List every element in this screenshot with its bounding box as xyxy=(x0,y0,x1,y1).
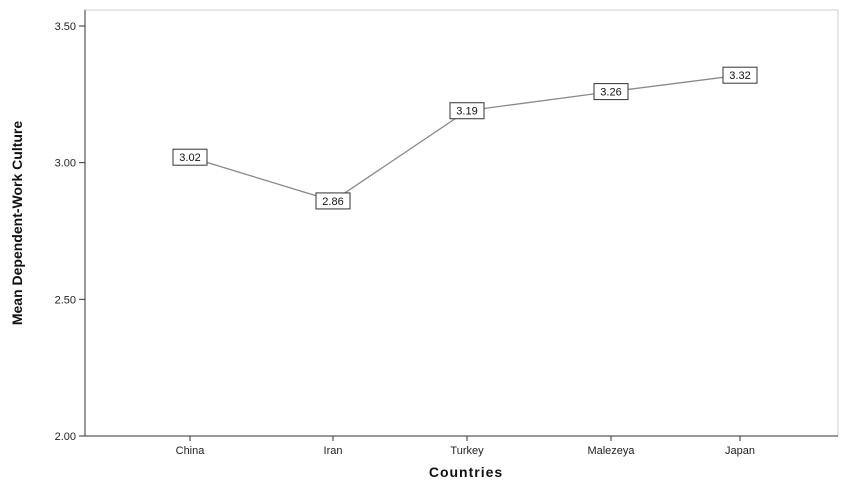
data-label-box xyxy=(722,66,758,84)
y-axis-title: Mean Dependent-Work Culture xyxy=(9,121,25,326)
x-axis-title: Countries xyxy=(429,464,503,480)
y-tick-label: 2.00 xyxy=(55,431,76,443)
data-label-box xyxy=(449,102,485,120)
x-tick-label: Turkey xyxy=(450,445,484,457)
y-ticks: 2.00 2.50 3.00 3.50 xyxy=(55,21,85,443)
x-tick-label: Japan xyxy=(725,445,755,457)
x-tick-label: Iran xyxy=(324,445,343,457)
data-labels: 3.02 2.86 3.19 3.26 3.32 xyxy=(172,66,758,210)
x-tick-label: Malezeya xyxy=(587,445,635,457)
data-label-box xyxy=(172,148,208,166)
x-tick-label: China xyxy=(176,445,206,457)
data-label-box xyxy=(593,83,629,101)
y-tick-label: 3.00 xyxy=(55,158,76,170)
data-label-box xyxy=(315,192,351,210)
x-ticks: China Iran Turkey Malezeya Japan xyxy=(176,436,755,457)
data-label: 2.86 xyxy=(322,196,343,208)
data-label: 3.02 xyxy=(179,152,200,164)
data-label: 3.32 xyxy=(729,70,750,82)
data-label: 3.26 xyxy=(600,87,621,99)
data-label: 3.19 xyxy=(456,106,477,118)
axes xyxy=(84,10,838,437)
y-tick-label: 2.50 xyxy=(55,294,76,306)
plot-area xyxy=(84,9,839,437)
y-tick-label: 3.50 xyxy=(55,21,76,33)
